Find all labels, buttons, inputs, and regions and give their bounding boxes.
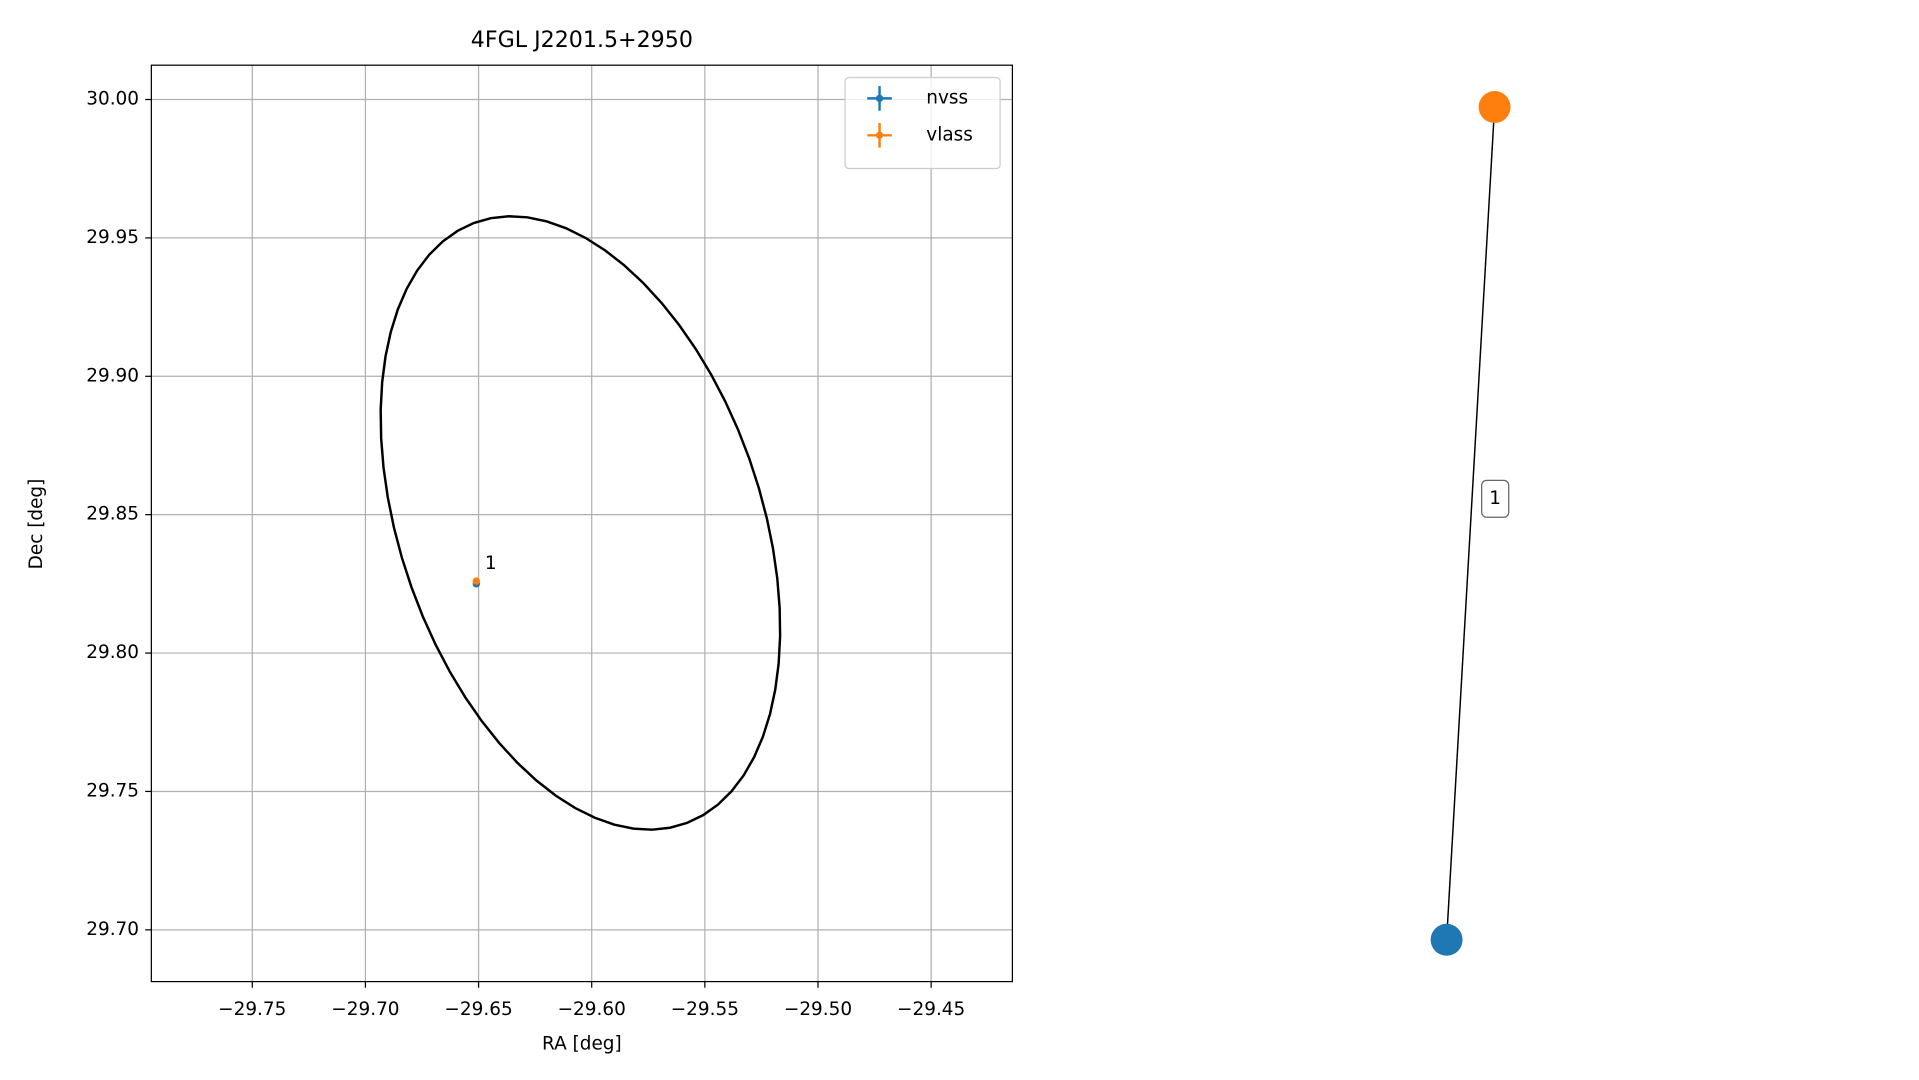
- point-annotation: 1: [485, 553, 497, 574]
- edge-label-box: [1481, 479, 1510, 518]
- x-tick-label: −29.65: [444, 999, 512, 1020]
- chart-title: 4FGL J2201.5+2950: [471, 27, 693, 53]
- graph-node: [1430, 923, 1463, 956]
- y-axis-label: Dec [deg]: [26, 479, 47, 570]
- graph-edge: [1445, 106, 1496, 940]
- y-tick-label: 29.70: [86, 919, 139, 940]
- x-tick-label: −29.60: [558, 999, 626, 1020]
- error-ellipse: [379, 215, 782, 831]
- y-tick-label: 29.80: [86, 642, 139, 663]
- legend-box: [844, 76, 1001, 170]
- x-tick-label: −29.75: [218, 999, 286, 1020]
- data-point: [472, 577, 480, 585]
- y-tick-label: 29.90: [86, 365, 139, 386]
- x-axis-label: RA [deg]: [542, 1033, 622, 1054]
- legend-marker: [875, 131, 884, 139]
- legend-label: nvss: [926, 87, 968, 108]
- legend-label: vlass: [926, 124, 973, 145]
- y-tick-label: 29.95: [86, 227, 139, 248]
- graph-node: [1478, 91, 1511, 124]
- plot-frame: [150, 64, 1014, 983]
- edge-label: 1: [1489, 488, 1501, 509]
- y-tick-label: 29.85: [86, 504, 139, 525]
- x-tick-label: −29.70: [331, 999, 399, 1020]
- x-tick-label: −29.45: [897, 999, 965, 1020]
- y-tick-label: 29.75: [86, 780, 139, 801]
- legend-marker: [875, 94, 884, 103]
- y-tick-label: 30.00: [86, 89, 139, 110]
- x-tick-label: −29.50: [784, 999, 852, 1020]
- x-tick-label: −29.55: [671, 999, 739, 1020]
